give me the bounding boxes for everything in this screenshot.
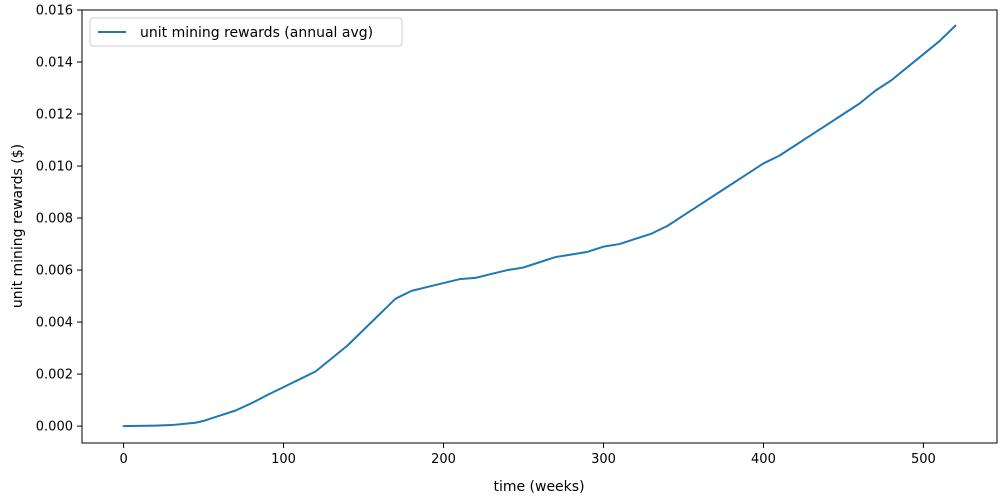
- y-tick-label: 0.012: [36, 108, 73, 123]
- x-tick-label: 0: [119, 452, 127, 467]
- plot-frame: [81, 9, 998, 444]
- y-tick-label: 0.006: [36, 264, 73, 279]
- y-tick-label: 0.008: [36, 212, 73, 227]
- x-tick-label: 200: [431, 452, 456, 467]
- y-tick-label: 0.002: [36, 368, 73, 383]
- x-axis-label: time (weeks): [493, 479, 584, 495]
- series-line-0: [122, 24, 957, 428]
- legend: unit mining rewards (annual avg): [89, 17, 403, 47]
- y-tick-label: 0.000: [36, 420, 73, 435]
- legend-box: [89, 17, 403, 47]
- x-tick-label: 300: [591, 452, 616, 467]
- y-tick-label: 0.010: [36, 160, 73, 175]
- y-axis-label: unit mining rewards ($): [10, 144, 26, 308]
- y-tick-label: 0.014: [36, 56, 73, 71]
- y-tick-label: 0.016: [36, 4, 73, 19]
- legend-label: unit mining rewards (annual avg): [140, 25, 373, 41]
- x-tick-label: 500: [911, 452, 936, 467]
- y-tick-label: 0.004: [36, 316, 73, 331]
- x-tick-label: 100: [271, 452, 296, 467]
- x-tick-label: 400: [751, 452, 776, 467]
- plot-background: [82, 10, 997, 443]
